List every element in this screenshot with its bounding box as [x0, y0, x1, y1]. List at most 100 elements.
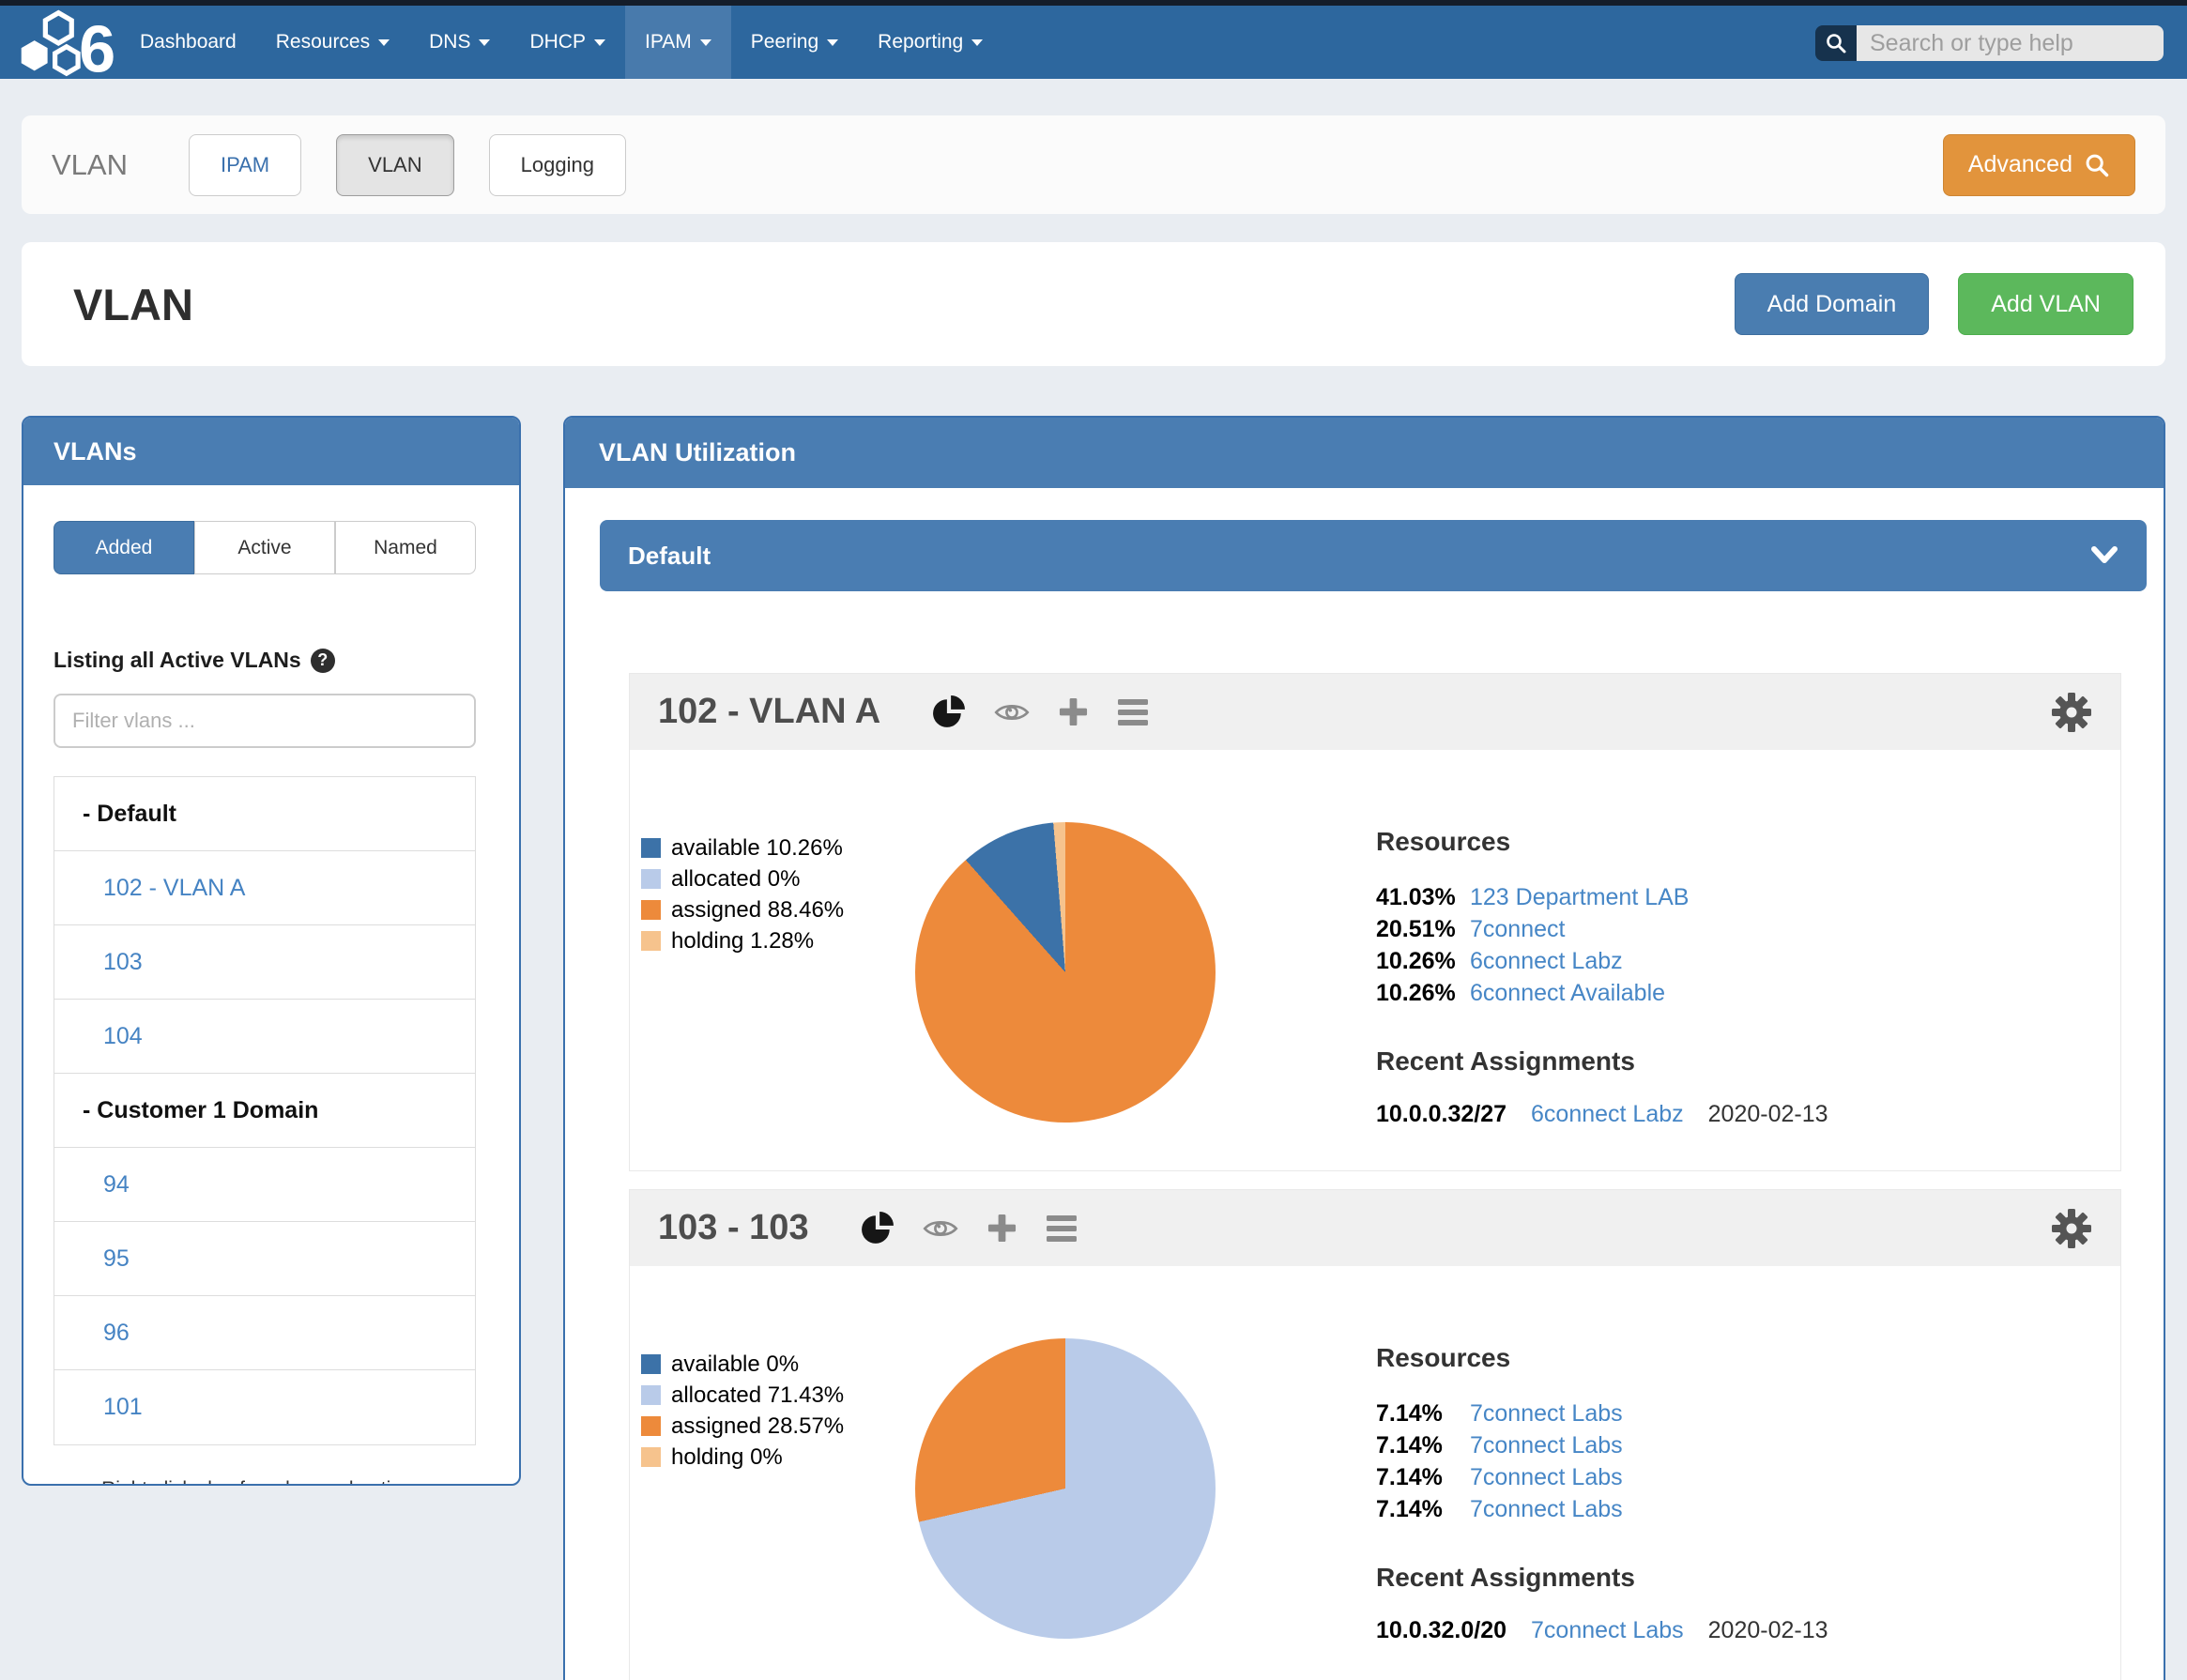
legend-swatch — [641, 838, 661, 858]
filter-tab-active[interactable]: Active — [194, 521, 335, 574]
global-search — [1815, 25, 2164, 61]
chevron-down-icon — [378, 38, 390, 46]
legend-item: available 0% — [641, 1349, 844, 1380]
tab-logging[interactable]: Logging — [488, 133, 626, 196]
tab-ipam[interactable]: IPAM — [188, 133, 302, 196]
vlan-filter-tabs: Added Active Named — [54, 521, 476, 574]
eye-icon[interactable] — [923, 1216, 958, 1241]
resource-link[interactable]: 7connect — [1470, 915, 1566, 942]
assignments-block: Recent Assignments 10.0.0.32/27 6connect… — [1376, 1046, 1828, 1128]
legend-item: available 10.26% — [641, 832, 844, 863]
pie-chart-icon[interactable] — [932, 695, 966, 729]
menu-icon[interactable] — [1117, 698, 1149, 726]
vlan-card-103: 103 - 103 — [629, 1189, 2121, 1680]
add-vlan-button[interactable]: Add VLAN — [1958, 273, 2133, 335]
menu-item-reporting[interactable]: Reporting — [858, 6, 1002, 79]
menu-label: DHCP — [529, 31, 586, 53]
menu-item-dns[interactable]: DNS — [409, 6, 510, 79]
advanced-label: Advanced — [1967, 151, 2072, 177]
assignment-link[interactable]: 6connect Labz — [1531, 1101, 1684, 1127]
resource-link[interactable]: 123 Department LAB — [1470, 883, 1690, 910]
menu-item-peering[interactable]: Peering — [731, 6, 858, 79]
vlan-card-header: 102 - VLAN A — [630, 674, 2120, 750]
resource-link[interactable]: 6connect Labz — [1470, 947, 1623, 974]
assignment-link[interactable]: 7connect Labs — [1531, 1617, 1684, 1643]
vlan-row[interactable]: 94 — [54, 1148, 475, 1222]
assignment-cidr: 10.0.0.32/27 — [1376, 1101, 1507, 1127]
vlan-filter-input[interactable] — [54, 694, 476, 748]
add-icon[interactable] — [986, 1213, 1017, 1244]
legend-label: allocated 71.43% — [671, 1382, 845, 1408]
domain-group-bar-default[interactable]: Default — [600, 520, 2147, 591]
legend-swatch — [641, 1385, 661, 1405]
assignments-heading: Recent Assignments — [1376, 1563, 1635, 1592]
vlan-row[interactable]: 104 — [54, 1000, 475, 1074]
resource-link[interactable]: 7connect Labs — [1470, 1463, 1623, 1490]
vlan-domain-row[interactable]: - Default — [54, 777, 475, 851]
vlan-row[interactable]: 96 — [54, 1296, 475, 1370]
add-icon[interactable] — [1058, 696, 1089, 727]
resource-percent: 10.26% — [1376, 979, 1456, 1006]
search-input[interactable] — [1857, 25, 2164, 61]
legend-item: assigned 28.57% — [641, 1411, 844, 1442]
chevron-down-icon — [971, 38, 984, 46]
add-domain-button[interactable]: Add Domain — [1734, 273, 1930, 335]
legend-item: allocated 0% — [641, 863, 844, 894]
pie-legend: available 0% allocated 71.43% assigned 2… — [641, 1349, 844, 1473]
pie-chart-icon[interactable] — [861, 1211, 895, 1245]
resource-row: 7.14% 7connect Labs — [1376, 1493, 1623, 1525]
assignment-row: 10.0.32.0/20 7connect Labs 2020-02-13 — [1376, 1617, 1828, 1644]
search-button[interactable] — [1815, 25, 1857, 61]
chevron-down-icon — [827, 38, 839, 46]
resource-link[interactable]: 6connect Available — [1470, 979, 1666, 1006]
legend-swatch — [641, 931, 661, 951]
vlan-card-actions — [932, 695, 1149, 729]
legend-label: holding 0% — [671, 1443, 783, 1470]
vlan-row[interactable]: 95 — [54, 1222, 475, 1296]
vlan-card-actions — [861, 1211, 1078, 1245]
vlan-row[interactable]: 101 — [54, 1370, 475, 1444]
tab-vlan[interactable]: VLAN — [336, 133, 454, 196]
eye-icon[interactable] — [994, 700, 1030, 725]
legend-label: available 0% — [671, 1351, 800, 1377]
menu-item-ipam[interactable]: IPAM — [624, 6, 731, 79]
vlan-card-title: 103 - 103 — [658, 1208, 809, 1247]
app-logo[interactable]: 6 — [11, 6, 116, 79]
collapse-chevron-icon[interactable] — [2090, 545, 2118, 566]
resource-link[interactable]: 7connect Labs — [1470, 1431, 1623, 1459]
legend-item: assigned 88.46% — [641, 894, 844, 925]
page-header: VLAN Add Domain Add VLAN — [22, 242, 2165, 366]
advanced-search-button[interactable]: Advanced — [1942, 133, 2135, 196]
menu-item-resources[interactable]: Resources — [256, 6, 409, 79]
vlan-row[interactable]: 103 — [54, 925, 475, 1000]
filter-tab-added[interactable]: Added — [54, 521, 194, 574]
resources-rows: 41.03% 123 Department LAB 20.51% 7connect … — [1376, 881, 1689, 1009]
filter-tab-named[interactable]: Named — [335, 521, 476, 574]
vlan-card-title: 102 - VLAN A — [658, 692, 881, 731]
resources-block: Resources 41.03% 123 Department LAB 20.51… — [1376, 827, 1689, 1009]
resource-link[interactable]: 7connect Labs — [1470, 1399, 1623, 1427]
top-navbar: 6 Dashboard Resources DNS DHCP IPAM Peer… — [0, 6, 2187, 79]
resource-percent: 7.14% — [1376, 1399, 1443, 1427]
assignments-block: Recent Assignments 10.0.32.0/20 7connect… — [1376, 1563, 1828, 1644]
vlan-domain-row[interactable]: - Customer 1 Domain — [54, 1074, 475, 1148]
menu-item-dashboard[interactable]: Dashboard — [120, 6, 256, 79]
menu-icon[interactable] — [1046, 1214, 1078, 1243]
resource-row: 7.14% 7connect Labs — [1376, 1397, 1623, 1429]
vlan-row[interactable]: 102 - VLAN A — [54, 851, 475, 925]
resource-link[interactable]: 7connect Labs — [1470, 1495, 1623, 1522]
chevron-down-icon — [593, 38, 605, 46]
legend-swatch — [641, 1447, 661, 1467]
vlans-panel: VLANs Added Active Named Listing all Act… — [22, 416, 521, 1486]
resources-heading: Resources — [1376, 827, 1511, 856]
resource-percent: 7.14% — [1376, 1431, 1443, 1459]
legend-swatch — [641, 1416, 661, 1436]
gear-icon[interactable] — [2051, 1208, 2092, 1249]
help-icon[interactable]: ? — [310, 648, 335, 673]
legend-label: holding 1.28% — [671, 927, 815, 954]
resource-percent: 7.14% — [1376, 1495, 1443, 1522]
menu-item-dhcp[interactable]: DHCP — [510, 6, 625, 79]
chevron-down-icon — [699, 38, 711, 46]
legend-swatch — [641, 900, 661, 920]
gear-icon[interactable] — [2051, 692, 2092, 733]
